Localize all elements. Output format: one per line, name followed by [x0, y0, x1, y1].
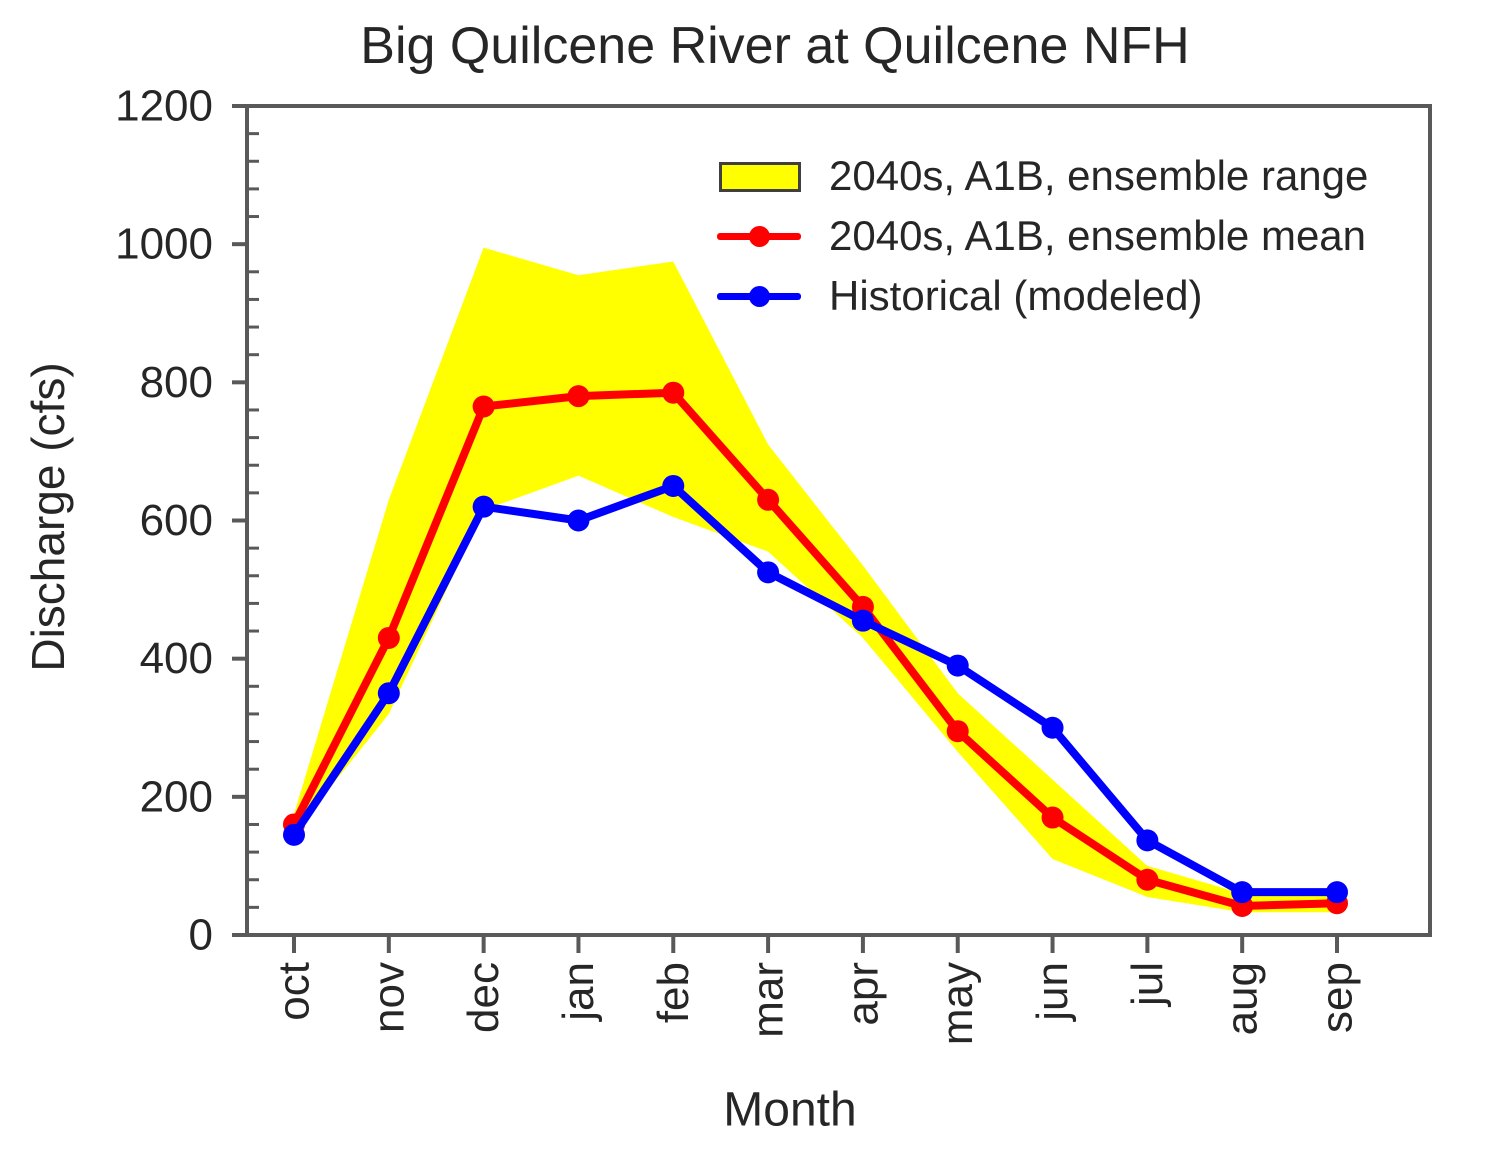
x-tick-label: jul — [1123, 962, 1172, 1008]
ensemble-mean-marker — [1136, 868, 1159, 891]
x-tick-label: aug — [1218, 962, 1267, 1035]
ensemble-mean-marker — [946, 720, 969, 743]
x-tick-label: jun — [1028, 962, 1077, 1023]
historical-marker — [567, 509, 590, 532]
ensemble-mean-marker — [567, 385, 590, 408]
x-axis-title: Month — [723, 1083, 857, 1137]
y-tick-labels: 0 200 400 600 800 1000 1200 — [115, 82, 213, 960]
historical-marker — [851, 609, 874, 632]
y-tick-label: 200 — [140, 772, 213, 821]
legend-item-ensemble-mean: 2040s, A1B, ensemble mean — [717, 206, 1368, 266]
x-tick-labels: oct nov dec jan feb mar apr may jun jul aug sep — [270, 962, 1362, 1045]
ensemble-mean-marker — [757, 488, 780, 511]
x-tick-label: sep — [1313, 962, 1362, 1033]
ensemble-mean-series — [283, 381, 1348, 917]
historical-marker — [946, 654, 969, 677]
historical-line — [290, 481, 1341, 897]
y-tick-label: 1200 — [115, 82, 213, 131]
historical-marker — [1041, 716, 1064, 739]
historical-marker — [1231, 881, 1254, 904]
y-tick-label: 800 — [140, 358, 213, 407]
historical-marker — [472, 495, 495, 518]
historical-marker — [1136, 829, 1159, 852]
historical-series — [283, 474, 1348, 904]
historical-line-icon — [717, 266, 801, 326]
ensemble-mean-marker — [1041, 806, 1064, 829]
ensemble-mean-line-icon — [717, 206, 801, 266]
legend-label: 2040s, A1B, ensemble mean — [829, 212, 1367, 259]
y-tick-label: 0 — [189, 911, 213, 960]
x-tick-label: feb — [649, 962, 698, 1023]
ensemble-mean-marker — [377, 626, 400, 649]
legend-label: 2040s, A1B, ensemble range — [829, 152, 1369, 199]
legend-item-historical: Historical (modeled) — [717, 266, 1368, 326]
x-tick-label: jan — [554, 962, 603, 1023]
y-tick-label: 600 — [140, 496, 213, 545]
historical-marker — [662, 474, 685, 497]
historical-marker — [377, 682, 400, 705]
ensemble-mean-marker — [662, 381, 685, 404]
x-tick-label: oct — [270, 962, 319, 1021]
ensemble-range-band — [294, 247, 1337, 913]
ensemble-range-swatch-icon — [717, 146, 801, 206]
legend-label: Historical (modeled) — [829, 272, 1203, 319]
historical-marker — [283, 823, 305, 846]
chart-title: Big Quilcene River at Quilcene NFH — [360, 17, 1190, 75]
x-tick-label: apr — [838, 962, 887, 1026]
y-tick-label: 1000 — [115, 220, 213, 269]
x-tick-label: may — [933, 962, 982, 1045]
legend: 2040s, A1B, ensemble range 2040s, A1B, e… — [717, 146, 1368, 326]
x-tick-label: mar — [744, 962, 793, 1038]
ensemble-mean-marker — [472, 395, 495, 418]
y-tick-label: 400 — [140, 634, 213, 683]
x-tick-label: dec — [459, 962, 508, 1033]
legend-item-ensemble-range: 2040s, A1B, ensemble range — [717, 146, 1368, 206]
x-tick-label: nov — [364, 962, 413, 1033]
ensemble-mean-line — [290, 388, 1341, 910]
historical-marker — [1326, 881, 1348, 904]
axes — [232, 104, 1432, 953]
historical-marker — [757, 561, 780, 584]
